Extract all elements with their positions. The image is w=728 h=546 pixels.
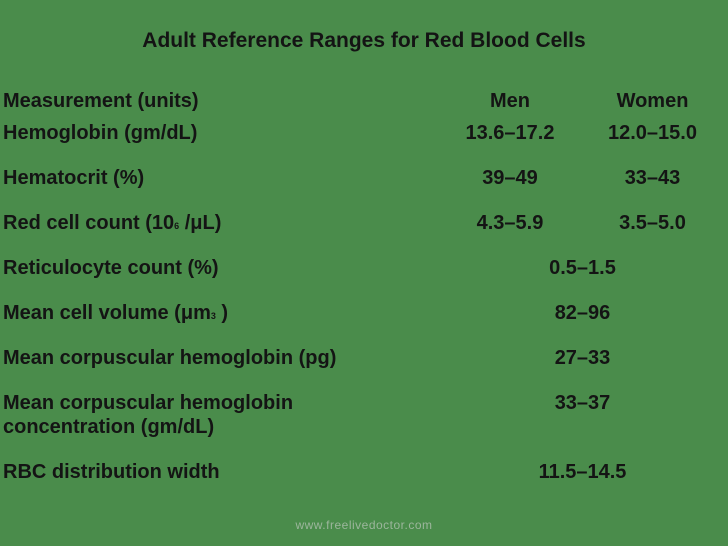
combined-value: 0.5–1.5 [549,257,616,279]
combined-value: 82–96 [554,302,611,324]
reference-table: Measurement (units) Men Women Hemoglobin… [0,89,728,487]
label-text: ) [215,302,229,324]
measurement-label: Hemoglobin (gm/dL) [3,121,440,148]
measurement-label: Mean cell volume (μm3 ) [3,301,440,328]
label-text: Mean corpuscular hemoglobin (pg) [3,347,337,369]
slide-title: Adult Reference Ranges for Red Blood Cel… [142,29,586,52]
combined-value: 11.5–14.5 [538,461,627,483]
women-value: 33–43 [624,167,681,189]
label-text: Reticulocyte count (%) [3,257,219,279]
table-row: RBC distribution width 11.5–14.5 [3,460,725,487]
measurement-label: RBC distribution width [3,460,440,487]
measurement-label: Hematocrit (%) [3,166,440,193]
label-text: Red cell count (10 [3,212,175,234]
measurement-label: Red cell count (106 /μL) [3,211,440,238]
table-row: Mean corpuscular hemoglobin (pg) 27–33 [3,346,725,373]
men-value: 4.3–5.9 [476,212,544,234]
table-row: Mean cell volume (μm3 ) 82–96 [3,301,725,328]
label-text: RBC distribution width [3,461,220,483]
label-text: /μL) [179,212,222,234]
label-superscript: 3 [210,311,216,321]
women-value: 3.5–5.0 [619,212,686,234]
table-header-row: Measurement (units) Men Women [3,89,725,113]
table-row: Reticulocyte count (%) 0.5–1.5 [3,256,725,283]
label-text: Mean cell volume (μm [3,302,211,324]
table-row: Hemoglobin (gm/dL) 13.6–17.2 12.0–15.0 [3,121,725,148]
measurement-label: Reticulocyte count (%) [3,256,440,283]
measurement-label: Mean corpuscular hemoglobin concentratio… [3,391,440,442]
women-value: 12.0–15.0 [608,122,697,144]
header-men: Men [490,90,530,112]
combined-value: 27–33 [554,347,611,369]
header-measurement: Measurement (units) [3,90,199,112]
watermark-url: www.freelivedoctor.com [295,518,433,532]
table-row: Red cell count (106 /μL) 4.3–5.9 3.5–5.0 [3,211,725,238]
label-text: Hematocrit (%) [3,167,145,189]
label-superscript: 6 [174,221,180,231]
table-row: Hematocrit (%) 39–49 33–43 [3,166,725,193]
measurement-label: Mean corpuscular hemoglobin (pg) [3,346,440,373]
header-women: Women [616,90,689,112]
men-value: 39–49 [482,167,538,189]
label-text: Hemoglobin (gm/dL) [3,122,198,144]
combined-value: 33–37 [554,392,611,414]
men-value: 13.6–17.2 [465,122,555,144]
table-row: Mean corpuscular hemoglobin concentratio… [3,391,725,442]
label-text: Mean corpuscular hemoglobin concentratio… [3,392,294,438]
